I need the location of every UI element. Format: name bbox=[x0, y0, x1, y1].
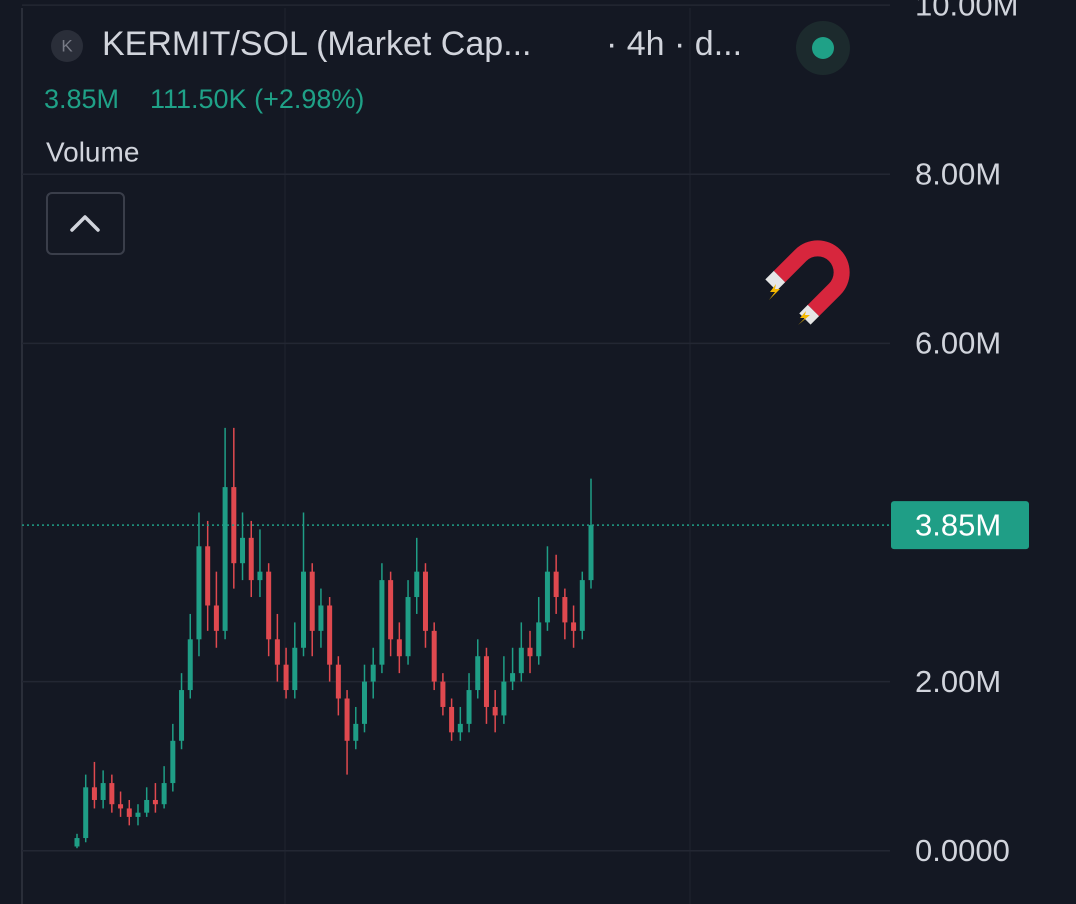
candle-body bbox=[510, 673, 516, 682]
candle-body bbox=[440, 681, 446, 707]
candle-body bbox=[126, 808, 132, 817]
candle-body bbox=[562, 597, 568, 623]
candle-body bbox=[274, 639, 280, 665]
candle-body bbox=[144, 799, 150, 813]
indicator-name[interactable]: Volume bbox=[46, 136, 139, 167]
candle-body bbox=[118, 804, 124, 809]
candle-body bbox=[431, 630, 437, 682]
candle-body bbox=[361, 681, 367, 724]
candle-body bbox=[370, 664, 376, 682]
candle-body bbox=[588, 525, 594, 581]
candle-body bbox=[457, 723, 463, 733]
candle-body bbox=[170, 740, 176, 784]
candle-body bbox=[91, 787, 97, 800]
last-price-badge bbox=[891, 501, 1029, 550]
candle-body bbox=[379, 580, 385, 665]
price-change: 111.50K (+2.98%) bbox=[150, 84, 364, 114]
candle-body bbox=[109, 783, 115, 805]
candle-body bbox=[266, 571, 272, 640]
magnet-tip bbox=[765, 270, 786, 291]
magnet-tip bbox=[799, 304, 820, 325]
chart-title[interactable]: KERMIT/SOL (Market Cap... bbox=[102, 25, 532, 63]
symbol-icon bbox=[51, 30, 83, 62]
interval[interactable]: · 4h · d... bbox=[606, 25, 742, 63]
y-tick-label: 2.00M bbox=[915, 664, 1001, 699]
candle-body bbox=[553, 571, 559, 598]
candle-body bbox=[179, 690, 185, 741]
candle-body bbox=[396, 639, 402, 657]
candle-body bbox=[483, 656, 489, 707]
candle-body bbox=[353, 723, 359, 741]
candle-body bbox=[414, 571, 420, 598]
candle-body bbox=[161, 783, 167, 805]
candle-body bbox=[283, 664, 289, 691]
candle-body bbox=[579, 580, 585, 631]
candle-body bbox=[292, 647, 298, 691]
candle-body bbox=[388, 580, 394, 640]
y-tick-label: 6.00M bbox=[915, 326, 1001, 361]
candle-body bbox=[318, 605, 324, 631]
candle-body bbox=[240, 537, 246, 564]
candle-body bbox=[344, 698, 350, 741]
candle-body bbox=[100, 783, 106, 800]
candle-body bbox=[492, 706, 498, 716]
candle-body bbox=[196, 546, 202, 640]
candle-body bbox=[571, 622, 577, 631]
status-dot bbox=[812, 37, 834, 59]
candle-body bbox=[83, 787, 89, 839]
candle-body bbox=[135, 812, 141, 817]
y-tick-label: 0.0000 bbox=[915, 833, 1010, 868]
candle-body bbox=[205, 546, 211, 606]
candle-body bbox=[327, 605, 333, 665]
spark bbox=[769, 284, 780, 300]
magnet-icon[interactable] bbox=[765, 227, 863, 325]
candle-body bbox=[248, 537, 254, 581]
candle-body bbox=[405, 597, 411, 657]
candle-body bbox=[213, 605, 219, 631]
candle-body bbox=[527, 647, 533, 657]
candle-body bbox=[335, 664, 341, 699]
candle-body bbox=[301, 571, 307, 648]
candle-body bbox=[475, 656, 481, 691]
last-price-badge-label: 3.85M bbox=[915, 507, 1001, 542]
y-axis: 0.0000 2.00M 6.00M 8.00M 10.00M 3.85M bbox=[891, 0, 1029, 868]
collapse-button[interactable] bbox=[46, 192, 125, 255]
candle-body bbox=[449, 706, 455, 733]
symbol-icon-letter: K bbox=[61, 36, 73, 55]
candle-body bbox=[544, 571, 550, 623]
magnet-body bbox=[773, 240, 850, 317]
last-price: 3.85M bbox=[44, 84, 119, 114]
chevron-up bbox=[70, 215, 100, 232]
candle-body bbox=[152, 799, 158, 805]
candle-body bbox=[501, 681, 507, 716]
candle-body bbox=[222, 487, 228, 631]
candle-body bbox=[187, 639, 193, 691]
candle-body bbox=[518, 647, 524, 674]
y-tick-label: 8.00M bbox=[915, 156, 1001, 191]
candles bbox=[22, 427, 890, 849]
candle-body bbox=[257, 571, 263, 581]
candle-body bbox=[536, 622, 542, 657]
candle-body bbox=[309, 571, 315, 631]
candle-body bbox=[466, 690, 472, 724]
candle-body bbox=[422, 571, 428, 631]
y-tick-label: 10.00M bbox=[915, 0, 1018, 22]
candle-body bbox=[74, 838, 80, 847]
spark bbox=[798, 311, 810, 325]
grid bbox=[22, 4, 890, 852]
